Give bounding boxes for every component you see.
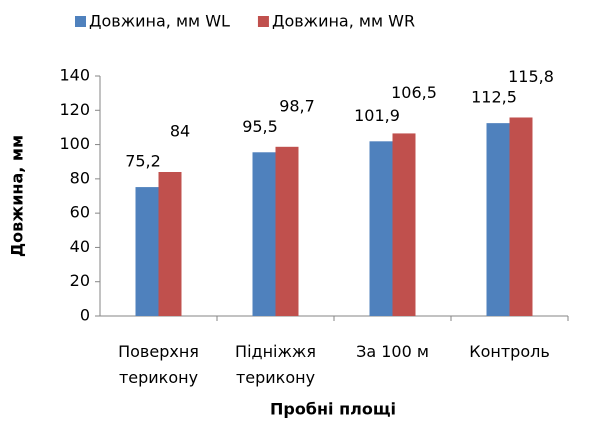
y-tick-label: 140 <box>59 66 90 85</box>
x-tick-label: Підніжжя терикону <box>235 342 316 387</box>
x-tick-label-line: терикону <box>119 368 198 387</box>
bar <box>369 141 393 316</box>
x-tick-label: Контроль <box>469 342 550 361</box>
data-label: 84 <box>170 122 190 141</box>
legend-label: Довжина, мм WR <box>272 12 415 31</box>
y-tick-label: 60 <box>70 203 90 222</box>
y-tick-label: 0 <box>80 306 90 325</box>
x-tick-label-line: терикону <box>236 368 315 387</box>
x-tick-label-line: Контроль <box>469 342 550 361</box>
legend-label: Довжина, мм WL <box>89 12 230 31</box>
bar <box>509 117 533 316</box>
x-tick-label: Поверхня терикону <box>118 342 199 387</box>
data-label: 75,2 <box>125 152 161 171</box>
y-tick-label: 40 <box>70 237 90 256</box>
y-tick-label: 20 <box>70 271 90 290</box>
data-label: 112,5 <box>471 88 517 107</box>
y-tick-label: 80 <box>70 168 90 187</box>
bar <box>392 133 416 316</box>
legend-swatch <box>75 16 86 27</box>
data-label: 106,5 <box>391 83 437 102</box>
y-axis-title: Довжина, мм <box>8 135 27 257</box>
bar <box>135 187 159 316</box>
y-tick-label: 100 <box>59 134 90 153</box>
y-tick-label: 120 <box>59 100 90 119</box>
data-label: 115,8 <box>508 67 554 86</box>
data-label: 95,5 <box>242 117 278 136</box>
data-label: 101,9 <box>354 106 400 125</box>
x-tick-label-line: Підніжжя <box>235 342 316 361</box>
bar <box>158 172 182 316</box>
x-tick-label-line: За 100 м <box>356 342 429 361</box>
x-axis-title: Пробні площі <box>270 400 396 419</box>
x-tick-label-line: Поверхня <box>118 342 199 361</box>
x-tick-label: За 100 м <box>356 342 429 361</box>
bar <box>275 146 299 316</box>
data-label: 98,7 <box>279 96 315 115</box>
bar <box>486 123 510 317</box>
bar <box>252 152 276 316</box>
legend-swatch <box>257 16 269 27</box>
